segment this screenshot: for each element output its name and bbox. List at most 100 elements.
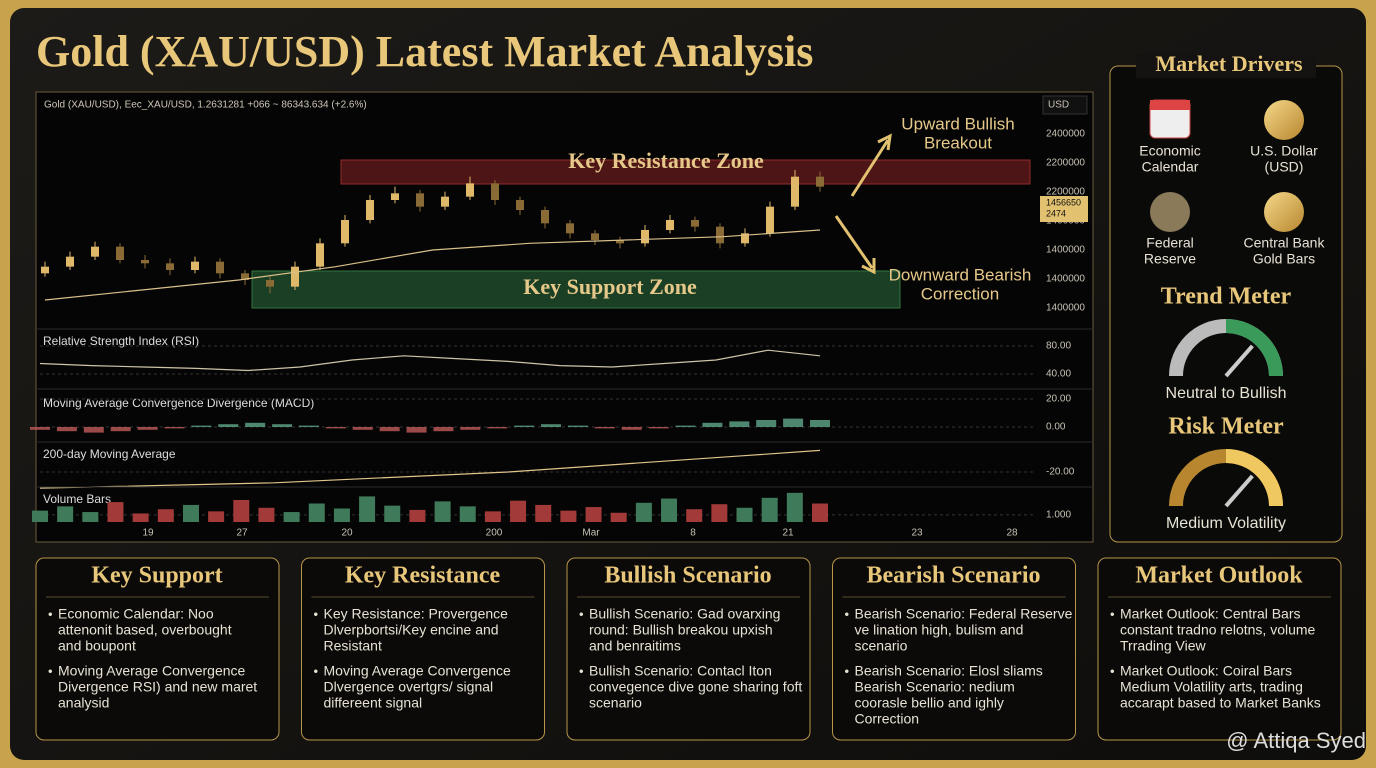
candle-body (541, 210, 549, 224)
card-text: convegence dive gone sharing foft (589, 679, 802, 695)
volume-bar (258, 507, 275, 522)
bullet-dot: • (845, 663, 850, 678)
candle-body (766, 206, 774, 234)
candle-body (341, 220, 349, 244)
panel-label: Relative Strength Index (RSI) (43, 334, 199, 348)
driver-label: Gold Bars (1253, 251, 1315, 267)
volume-bar (182, 504, 199, 522)
x-tick-label: 27 (236, 528, 248, 539)
candle-body (366, 200, 374, 220)
meter-title: Risk Meter (1168, 414, 1284, 440)
card-text: Moving Average Convergence (324, 663, 512, 679)
card-title: Key Resistance (345, 563, 501, 589)
card-text: coorasle bellio and ighly (855, 695, 1004, 711)
candle-body (566, 223, 574, 234)
volume-bar (359, 496, 376, 522)
volume-bar (434, 501, 451, 522)
card-text: Key Resistance: Provergence (324, 606, 509, 622)
macd-bar (379, 427, 400, 432)
panel-label: Volume Bars (43, 492, 111, 506)
meter-label: Neutral to Bullish (1166, 385, 1287, 402)
macd-bar (648, 427, 669, 429)
y-tick-label: -20.00 (1046, 467, 1075, 478)
calendar-top (1150, 100, 1190, 110)
volume-bar (409, 509, 426, 522)
y-axis-label: 1400000 (1046, 274, 1085, 285)
indicator-line (39, 449, 821, 489)
volume-bar (711, 504, 728, 522)
support-zone (251, 270, 901, 309)
driver-label: Calendar (1142, 159, 1199, 175)
driver-label: Reserve (1144, 251, 1196, 267)
macd-bar (756, 420, 777, 427)
bullet-dot: • (1110, 606, 1115, 621)
indicator-line (39, 349, 821, 372)
driver-label: Central Bank (1244, 235, 1326, 251)
bullish-annotation: Upward Bullish (901, 114, 1014, 133)
candle-body (491, 183, 499, 200)
volume-bar (208, 511, 225, 522)
price-tag (1040, 196, 1088, 222)
card-title: Market Outlook (1135, 563, 1303, 589)
x-tick-label: 20 (341, 528, 353, 539)
card-text: Divergence RSI) and new maret (58, 679, 257, 695)
volume-bar (786, 492, 803, 522)
volume-bar (333, 508, 350, 522)
card-text: Resistant (324, 638, 382, 654)
card-text: Market Outlook: Coiral Bars (1120, 663, 1292, 679)
card-title: Bearish Scenario (867, 563, 1041, 589)
driver-label: Federal (1146, 235, 1193, 251)
volume-bar (812, 503, 828, 522)
volume-bar (686, 509, 703, 522)
price-tag-text: 1456650 (1046, 197, 1081, 207)
candle-body (616, 240, 624, 244)
meter-needle (1224, 344, 1254, 378)
volume-bar (57, 506, 74, 522)
y-tick-label: 0.00 (1046, 422, 1066, 433)
candle-body (741, 233, 749, 244)
y-tick-label: 1.000 (1046, 510, 1071, 521)
bull-arrow (850, 133, 892, 197)
y-tick-label: 80.00 (1046, 341, 1071, 352)
volume-bar (635, 502, 652, 522)
macd-bar (298, 425, 319, 427)
bullet-dot: • (48, 606, 53, 621)
card-text: scenario (589, 695, 642, 711)
candle-body (466, 183, 474, 197)
card-text: Moving Average Convergence (58, 663, 246, 679)
bearish-annotation: Downward Bearish (889, 265, 1032, 284)
macd-bar (460, 427, 481, 430)
card-text: attenonit based, overbought (58, 622, 232, 638)
card-text: Dlverpbortsi/Key encine and (324, 622, 499, 638)
card (1097, 557, 1342, 741)
candle-body (416, 193, 424, 207)
bearish-annotation: Correction (921, 284, 999, 303)
macd-bar (729, 421, 750, 427)
volume-bar (510, 500, 527, 522)
volume-bar (661, 498, 678, 522)
candle-body (141, 260, 149, 264)
macd-bar (352, 427, 373, 430)
moving-average (44, 229, 821, 301)
macd-bar (191, 425, 212, 427)
bullish-annotation: Breakout (924, 133, 992, 152)
bullet-dot: • (579, 663, 584, 678)
volume-bar (610, 512, 627, 522)
volume-bar (384, 505, 401, 522)
macd-bar (783, 418, 804, 427)
currency: USD (1048, 100, 1069, 111)
resistance-zone (340, 159, 1031, 185)
x-tick-label: Mar (582, 528, 600, 539)
volume-bar (761, 497, 778, 522)
drivers-title-bg (1136, 54, 1316, 78)
volume-bar (132, 513, 149, 522)
macd-bar (487, 427, 508, 429)
volume-bar (82, 512, 99, 522)
candle-body (291, 266, 299, 287)
candle-body (166, 263, 174, 270)
macd-bar (567, 425, 588, 427)
card-text: Bearish Scenario: nedium (855, 679, 1015, 695)
panel-label: 200-day Moving Average (43, 447, 176, 461)
macd-bar (594, 427, 615, 429)
